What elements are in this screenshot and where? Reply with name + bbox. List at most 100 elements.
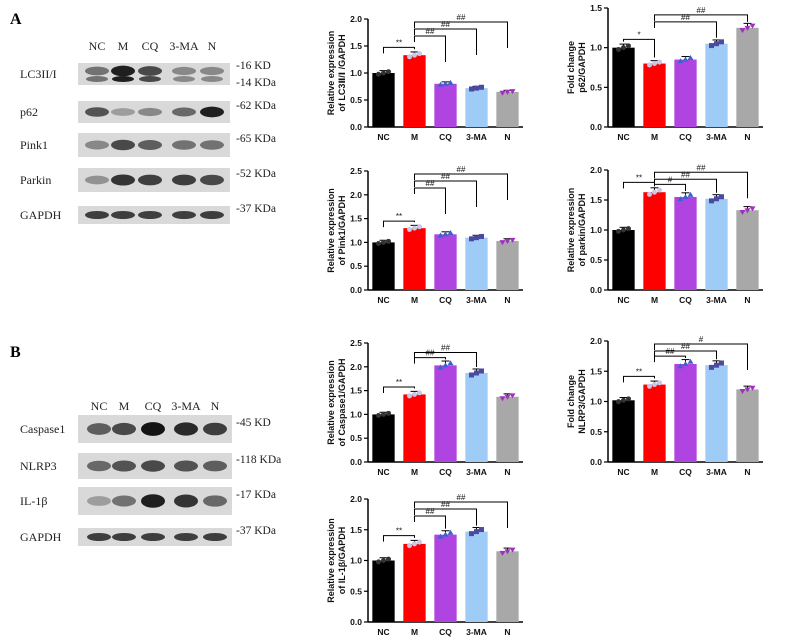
data-point [626, 396, 631, 402]
data-point [437, 232, 444, 238]
y-tick-label: 1.0 [590, 225, 602, 235]
protein-band [172, 140, 196, 150]
data-point [442, 362, 449, 368]
bar [705, 43, 728, 128]
band-name: Parkin [20, 173, 51, 187]
significance-label: ** [636, 367, 642, 376]
significance-label: ## [441, 500, 450, 509]
data-point [474, 370, 479, 376]
panel-letter: B [10, 344, 21, 361]
significance-bracket [414, 21, 508, 48]
significance-bracket [654, 171, 748, 199]
bar [372, 242, 395, 290]
data-point [687, 191, 694, 197]
bar-chart-6: 0.0 0.5 1.0 1.5 2.0 Fold changeNLRP3/GAPDH NC M… [566, 335, 763, 477]
bar-chart-4: 0.0 0.5 1.0 1.5 2.0 Relative expressionof par… [566, 163, 763, 305]
significance-bracket [654, 355, 686, 363]
molecular-weight-label: -37 KDa [236, 525, 276, 537]
bar [434, 83, 457, 127]
data-point [647, 191, 652, 197]
y-tick-label: 1.5 [590, 3, 602, 13]
lane-label: NC [91, 399, 108, 413]
bar [434, 234, 457, 290]
y-axis-label-line: of Caspase1/GAPDH [337, 358, 347, 446]
lane-label: M [118, 39, 129, 53]
data-point [417, 224, 422, 230]
data-point [474, 235, 479, 241]
significance-label: ## [426, 507, 435, 516]
y-axis-label-line: p62/GAPDH [577, 42, 587, 93]
significance-bracket [414, 508, 477, 526]
significance-bracket [383, 535, 415, 542]
significance-label: ## [457, 493, 466, 502]
bar [705, 198, 728, 290]
data-point [474, 529, 479, 535]
y-axis-label: Fold changeNLRP3/GAPDH [566, 369, 587, 434]
data-point [499, 550, 506, 556]
band-name: p62 [20, 105, 38, 119]
molecular-weight-label: -16 KD [236, 60, 271, 72]
data-point [509, 547, 516, 553]
x-tick-label: M [411, 132, 418, 142]
data-point [677, 58, 684, 64]
y-tick-label: 1.0 [350, 237, 362, 247]
significance-label: ## [681, 13, 690, 22]
y-tick-label: 1.5 [350, 214, 362, 224]
data-point [504, 549, 511, 555]
bar [465, 372, 488, 462]
data-point [376, 412, 381, 418]
significance-bracket [414, 187, 446, 214]
significance-label: * [637, 30, 640, 39]
y-tick-label: 0.5 [590, 427, 602, 437]
y-tick-label: 1.0 [590, 397, 602, 407]
protein-band [85, 107, 109, 117]
protein-band [201, 76, 223, 82]
y-tick-label: 1.5 [350, 386, 362, 396]
significance-label: ## [426, 27, 435, 36]
y-tick-label: 2.5 [350, 166, 362, 176]
protein-band [200, 174, 224, 186]
y-axis-label-line: Fold change [566, 375, 576, 428]
x-tick-label: M [411, 627, 418, 637]
x-tick-label: NC [377, 467, 389, 477]
x-tick-label: 3-MA [706, 295, 727, 305]
data-point [469, 86, 474, 92]
y-tick-label: 2.0 [350, 494, 362, 504]
lane-label: N [211, 399, 220, 413]
x-tick-label: N [504, 467, 510, 477]
bar [372, 414, 395, 462]
lane-label: NC [89, 39, 106, 53]
data-point [376, 240, 381, 246]
data-point [381, 239, 386, 245]
y-tick-label: 2.0 [350, 362, 362, 372]
protein-band [112, 76, 134, 82]
protein-band [174, 422, 198, 436]
data-point [677, 363, 684, 369]
significance-label: ## [457, 13, 466, 22]
protein-band [141, 460, 165, 472]
protein-band [200, 210, 224, 220]
significance-bracket [623, 181, 655, 189]
y-axis-label-line: of parkin/GAPDH [577, 193, 587, 266]
significance-label: ## [681, 170, 690, 179]
data-point [381, 411, 386, 417]
protein-band [173, 76, 195, 82]
x-tick-label: NC [617, 467, 629, 477]
x-tick-label: NC [617, 295, 629, 305]
data-point [442, 80, 449, 86]
significance-bracket [654, 343, 748, 370]
significance-bracket [654, 21, 717, 38]
data-point [626, 226, 631, 232]
bar [496, 240, 519, 290]
data-point [437, 364, 444, 370]
significance-label: # [699, 335, 704, 344]
band-name: LC3II/I [20, 67, 57, 81]
data-point [499, 396, 506, 402]
significance-label: ## [681, 342, 690, 351]
data-point [412, 391, 417, 397]
significance-label: ## [441, 20, 450, 29]
data-point [652, 382, 657, 388]
data-point [744, 208, 751, 214]
